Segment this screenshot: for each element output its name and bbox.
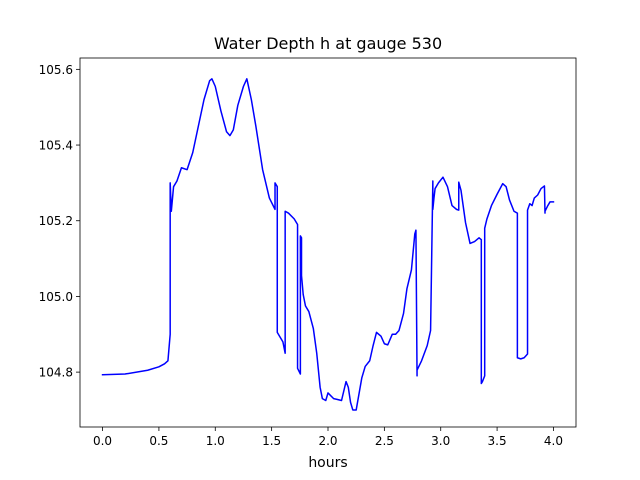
x-axis: 0.0 0.5 1.0 1.5 2.0 2.5 3.0 3.5 4.0 — [93, 427, 563, 448]
y-tick-label: 105.4 — [39, 139, 73, 153]
chart-title: Water Depth h at gauge 530 — [214, 34, 442, 53]
x-tick-label: 4.0 — [544, 434, 563, 448]
axes-frame — [79, 57, 577, 428]
x-tick-label: 2.5 — [375, 434, 394, 448]
x-tick-label: 0.5 — [149, 434, 168, 448]
y-tick-label: 105.6 — [39, 63, 73, 77]
plot-background — [80, 58, 576, 427]
x-tick-label: 1.5 — [262, 434, 281, 448]
y-tick-label: 104.8 — [39, 366, 73, 380]
x-axis-label: hours — [308, 455, 347, 471]
x-tick-label: 3.5 — [488, 434, 507, 448]
x-tick-label: 1.0 — [206, 434, 225, 448]
series-line-1 — [101, 78, 555, 411]
x-tick-label: 2.0 — [318, 434, 337, 448]
y-axis: 104.8 105.0 105.2 105.4 105.6 — [39, 63, 80, 380]
y-tick-label: 105.0 — [39, 290, 73, 304]
y-tick-label: 105.2 — [39, 214, 73, 228]
x-tick-label: 3.0 — [431, 434, 450, 448]
series-layer — [101, 78, 555, 411]
axes-spines — [79, 57, 577, 428]
plot-area: 0.0 0.5 1.0 1.5 2.0 2.5 3.0 3.5 4.0 104.8105.010… — [39, 57, 577, 448]
x-tick-label: 0.0 — [93, 434, 112, 448]
